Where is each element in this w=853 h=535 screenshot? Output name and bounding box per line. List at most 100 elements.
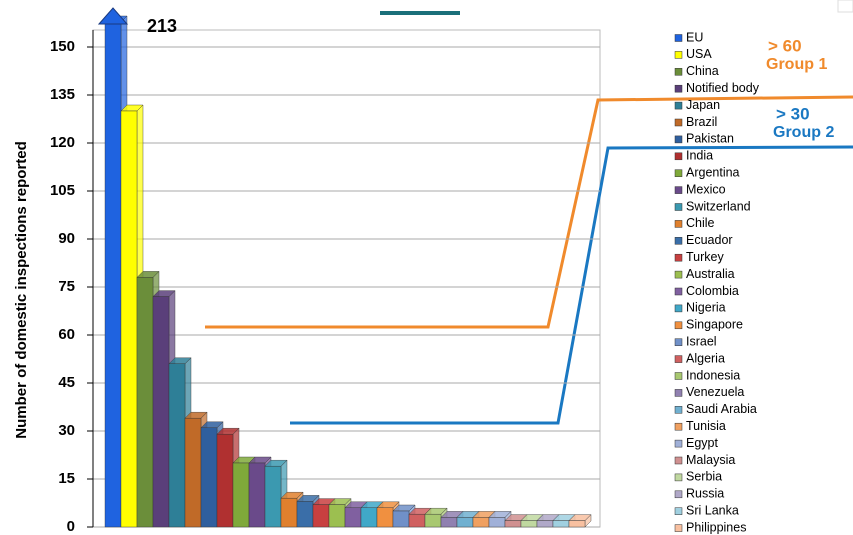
bar <box>264 466 282 528</box>
legend-swatch <box>674 118 683 127</box>
bar <box>152 296 170 528</box>
decoration <box>837 0 853 13</box>
legend-swatch <box>674 338 683 346</box>
legend-label: Tunisia <box>686 419 726 433</box>
legend-label: Algeria <box>686 351 725 365</box>
legend-swatch <box>674 34 683 42</box>
legend-label: Turkey <box>686 250 724 264</box>
legend-label: Indonesia <box>686 368 740 382</box>
bar <box>376 507 394 528</box>
legend-label: Serbia <box>686 470 722 484</box>
y-tick-label: 120 <box>50 134 75 151</box>
legend-swatch <box>674 304 683 313</box>
legend-swatch <box>674 473 683 482</box>
legend-swatch <box>674 51 683 59</box>
bar <box>296 501 314 528</box>
bar <box>568 520 586 528</box>
bar <box>392 510 410 528</box>
legend-label: China <box>686 64 719 78</box>
bar <box>552 520 570 528</box>
legend-swatch <box>674 152 683 161</box>
bar <box>472 517 490 528</box>
legend-label: Israel <box>686 334 717 348</box>
y-tick-label: 150 <box>50 38 75 55</box>
bar <box>408 514 426 528</box>
bar <box>536 520 554 528</box>
legend-label: Singapore <box>686 318 743 332</box>
legend-label: Australia <box>686 267 735 281</box>
legend-label: Mexico <box>686 182 726 196</box>
bar <box>216 434 234 528</box>
group1-line <box>205 95 853 329</box>
y-tick-label: 60 <box>58 326 75 343</box>
bar <box>424 514 442 528</box>
legend-label: Egypt <box>686 436 718 450</box>
annotation: Group 1 <box>766 56 827 73</box>
y-tick-label: 75 <box>58 278 75 295</box>
legend-label: Pakistan <box>686 132 734 146</box>
bar <box>456 517 474 528</box>
legend-swatch <box>674 456 683 465</box>
legend-label: Argentina <box>686 165 740 179</box>
legend-swatch <box>674 321 683 330</box>
legend-swatch <box>674 220 683 228</box>
bar <box>488 517 506 528</box>
legend-swatch <box>674 186 683 194</box>
legend-label: Colombia <box>686 284 739 298</box>
legend-label: Russia <box>686 487 724 501</box>
y-tick-label: 0 <box>67 518 75 535</box>
legend-swatch <box>674 169 683 177</box>
annotation: > 30 <box>776 104 810 123</box>
bar <box>104 21 122 528</box>
legend-swatch <box>674 101 683 110</box>
bar <box>360 507 378 528</box>
y-axis-label: Number of domestic inspections reported <box>13 141 30 439</box>
legend-label: Japan <box>686 98 720 112</box>
legend-swatch <box>674 84 683 93</box>
bar <box>200 427 218 528</box>
legend-label: Philippines <box>686 520 746 534</box>
y-tick-label: 90 <box>58 230 75 247</box>
bar <box>312 504 330 528</box>
legend-label: Brazil <box>686 115 717 129</box>
legend-swatch <box>674 355 683 363</box>
legend-label: EU <box>686 30 703 44</box>
legend-label: Ecuador <box>686 233 733 247</box>
bar <box>328 504 346 528</box>
bar <box>520 520 538 528</box>
legend-label: Saudi Arabia <box>686 402 757 416</box>
legend-swatch <box>674 135 683 144</box>
legend-swatch <box>674 524 683 532</box>
annotation: > 60 <box>768 36 802 55</box>
y-tick-label: 30 <box>58 422 75 439</box>
bar <box>248 462 266 528</box>
bar <box>440 517 458 528</box>
bar <box>280 498 298 528</box>
legend-swatch <box>674 203 683 211</box>
legend-swatch <box>674 237 683 245</box>
legend-swatch <box>674 507 683 515</box>
y-tick-label: 105 <box>50 182 75 199</box>
legend-swatch <box>674 372 683 380</box>
legend-label: Switzerland <box>686 199 751 213</box>
legend-swatch <box>674 439 683 448</box>
legend-label: Malaysia <box>686 453 735 467</box>
legend-label: Sri Lanka <box>686 503 739 517</box>
legend-label: Nigeria <box>686 301 726 315</box>
bar <box>184 418 202 528</box>
legend-label: Chile <box>686 216 715 230</box>
bar-arrow <box>97 7 129 25</box>
legend-label: USA <box>686 47 712 61</box>
legend-swatch <box>674 422 683 431</box>
legend-label: Venezuela <box>686 385 744 399</box>
y-tick-label: 135 <box>50 86 75 103</box>
value-label: 213 <box>147 16 177 36</box>
y-tick-label: 45 <box>58 374 75 391</box>
legend-swatch <box>674 287 683 296</box>
group2-line <box>290 145 853 425</box>
bar <box>120 110 138 528</box>
legend-swatch <box>674 389 683 397</box>
bar <box>344 507 362 528</box>
bar <box>168 363 186 528</box>
